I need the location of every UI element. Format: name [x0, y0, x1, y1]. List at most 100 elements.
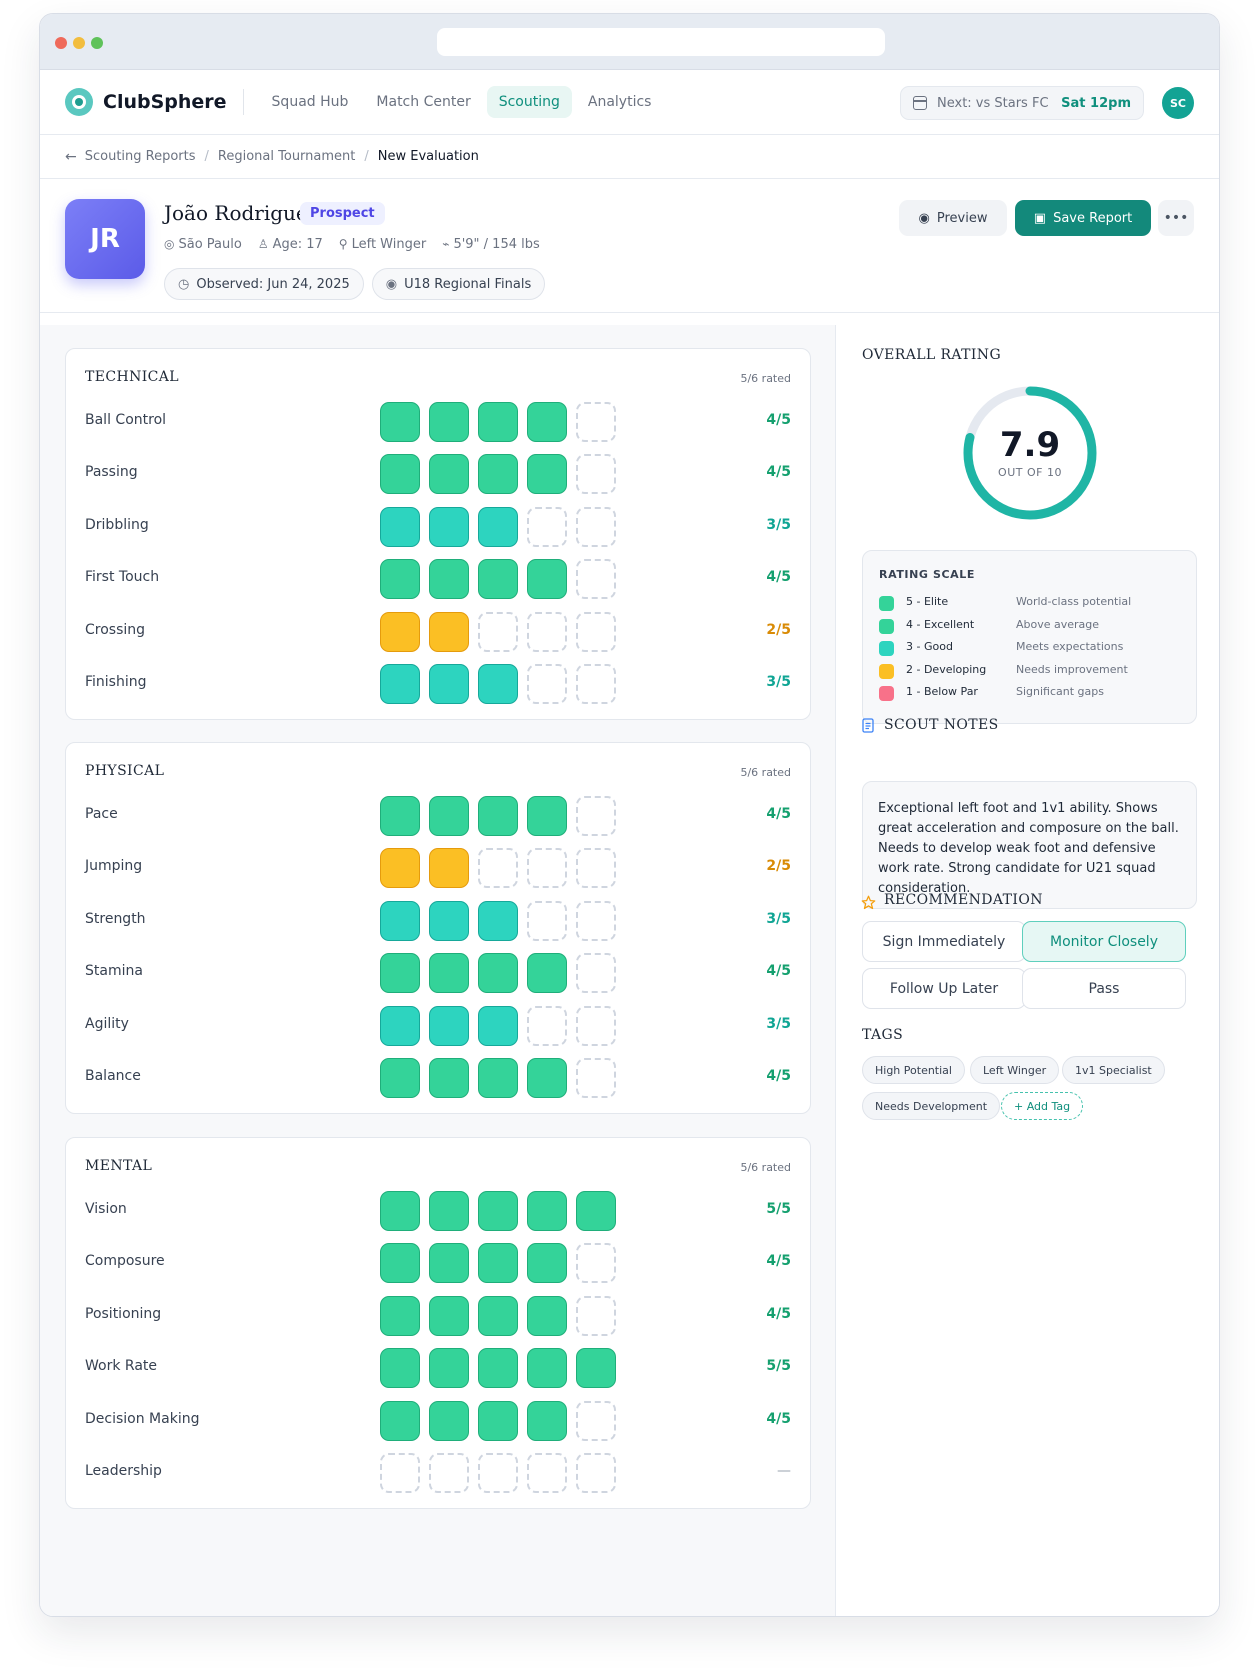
- rating-box-2[interactable]: [429, 1295, 469, 1336]
- rating-box-2[interactable]: [429, 559, 469, 600]
- back-arrow-icon[interactable]: ←: [65, 148, 77, 165]
- rating-box-5[interactable]: [576, 1295, 616, 1336]
- rating-box-1[interactable]: [380, 1400, 420, 1441]
- rating-box-1[interactable]: [380, 1191, 420, 1231]
- minimize-dot-icon[interactable]: [73, 37, 85, 49]
- rating-box-1[interactable]: [380, 900, 420, 941]
- rating-box-2[interactable]: [429, 1348, 469, 1389]
- tag-1v1-specialist[interactable]: 1v1 Specialist: [1062, 1056, 1165, 1084]
- rating-box-3[interactable]: [478, 900, 518, 941]
- rating-box-4[interactable]: [527, 402, 567, 442]
- rating-box-5[interactable]: [576, 559, 616, 600]
- observed-date-chip[interactable]: ◷ Observed: Jun 24, 2025: [164, 268, 364, 300]
- rating-box-2[interactable]: [429, 848, 469, 889]
- rating-box-4[interactable]: [527, 506, 567, 547]
- rating-box-3[interactable]: [478, 1005, 518, 1046]
- rating-box-3[interactable]: [478, 1400, 518, 1441]
- rating-box-2[interactable]: [429, 1058, 469, 1098]
- rating-box-1[interactable]: [380, 1348, 420, 1389]
- rating-box-3[interactable]: [478, 454, 518, 495]
- rating-box-5[interactable]: [576, 402, 616, 442]
- rating-box-3[interactable]: [478, 796, 518, 836]
- recommendation-pass-button[interactable]: Pass: [1022, 968, 1186, 1009]
- rating-box-4[interactable]: [527, 796, 567, 836]
- rating-box-5[interactable]: [576, 454, 616, 495]
- rating-box-4[interactable]: [527, 900, 567, 941]
- rating-box-2[interactable]: [429, 1191, 469, 1231]
- tag-high-potential[interactable]: High Potential: [862, 1056, 965, 1084]
- rating-box-5[interactable]: [576, 664, 616, 704]
- rating-box-2[interactable]: [429, 1005, 469, 1046]
- rating-box-5[interactable]: [576, 796, 616, 836]
- rating-box-5[interactable]: [576, 611, 616, 652]
- rating-box-4[interactable]: [527, 1453, 567, 1493]
- rating-box-1[interactable]: [380, 506, 420, 547]
- rating-box-3[interactable]: [478, 506, 518, 547]
- rating-box-1[interactable]: [380, 1005, 420, 1046]
- rating-box-1[interactable]: [380, 1295, 420, 1336]
- rating-box-1[interactable]: [380, 454, 420, 495]
- rating-box-3[interactable]: [478, 402, 518, 442]
- maximize-dot-icon[interactable]: [91, 37, 103, 49]
- rating-box-2[interactable]: [429, 1400, 469, 1441]
- rating-box-5[interactable]: [576, 848, 616, 889]
- rating-box-1[interactable]: [380, 796, 420, 836]
- rating-box-4[interactable]: [527, 454, 567, 495]
- rating-box-3[interactable]: [478, 1295, 518, 1336]
- rating-box-1[interactable]: [380, 611, 420, 652]
- rating-box-3[interactable]: [478, 1348, 518, 1389]
- rating-box-5[interactable]: [576, 1243, 616, 1284]
- rating-box-2[interactable]: [429, 1243, 469, 1284]
- rating-box-4[interactable]: [527, 953, 567, 994]
- rating-box-3[interactable]: [478, 1243, 518, 1284]
- nav-item-scouting[interactable]: Scouting: [486, 86, 572, 118]
- rating-box-4[interactable]: [527, 1058, 567, 1098]
- nav-item-squad-hub[interactable]: Squad Hub: [271, 94, 349, 110]
- rating-box-4[interactable]: [527, 848, 567, 889]
- tag-needs-development[interactable]: Needs Development: [862, 1092, 1001, 1120]
- nav-item-analytics[interactable]: Analytics: [587, 94, 652, 110]
- more-options-button[interactable]: •••: [1158, 200, 1194, 236]
- rating-box-1[interactable]: [380, 848, 420, 889]
- rating-box-4[interactable]: [527, 1400, 567, 1441]
- rating-box-2[interactable]: [429, 664, 469, 704]
- rating-box-1[interactable]: [380, 953, 420, 994]
- rating-box-4[interactable]: [527, 1348, 567, 1389]
- rating-box-1[interactable]: [380, 559, 420, 600]
- rating-box-5[interactable]: [576, 1453, 616, 1493]
- recommendation-sign-immediately-button[interactable]: Sign Immediately: [862, 921, 1026, 962]
- rating-box-1[interactable]: [380, 1058, 420, 1098]
- preview-button[interactable]: ◉ Preview: [899, 200, 1007, 236]
- rating-box-4[interactable]: [527, 1191, 567, 1231]
- address-bar[interactable]: [437, 28, 885, 56]
- rating-box-2[interactable]: [429, 506, 469, 547]
- rating-box-2[interactable]: [429, 1453, 469, 1493]
- rating-box-5[interactable]: [576, 900, 616, 941]
- add-tag-button[interactable]: + Add Tag: [1001, 1092, 1084, 1120]
- rating-box-3[interactable]: [478, 664, 518, 704]
- rating-box-5[interactable]: [576, 1058, 616, 1098]
- rating-box-4[interactable]: [527, 611, 567, 652]
- rating-box-2[interactable]: [429, 953, 469, 994]
- tag-left-winger[interactable]: Left Winger: [970, 1056, 1060, 1084]
- rating-box-5[interactable]: [576, 1400, 616, 1441]
- rating-box-2[interactable]: [429, 402, 469, 442]
- rating-box-1[interactable]: [380, 402, 420, 442]
- rating-box-4[interactable]: [527, 1243, 567, 1284]
- scout-notes-textarea[interactable]: Exceptional left foot and 1v1 ability. S…: [862, 781, 1197, 909]
- nav-item-match-center[interactable]: Match Center: [376, 94, 471, 110]
- breadcrumb-regional-tournament[interactable]: Regional Tournament: [217, 149, 356, 164]
- rating-box-5[interactable]: [576, 506, 616, 547]
- rating-box-3[interactable]: [478, 1058, 518, 1098]
- rating-box-2[interactable]: [429, 900, 469, 941]
- rating-box-3[interactable]: [478, 1453, 518, 1493]
- rating-box-3[interactable]: [478, 1191, 518, 1231]
- rating-box-4[interactable]: [527, 559, 567, 600]
- rating-box-2[interactable]: [429, 611, 469, 652]
- breadcrumb-scouting-reports[interactable]: Scouting Reports: [84, 149, 196, 164]
- event-chip[interactable]: ◉ U18 Regional Finals: [371, 268, 546, 300]
- rating-box-3[interactable]: [478, 848, 518, 889]
- close-dot-icon[interactable]: [55, 37, 67, 49]
- rating-box-3[interactable]: [478, 953, 518, 994]
- user-avatar[interactable]: SC: [1162, 87, 1194, 119]
